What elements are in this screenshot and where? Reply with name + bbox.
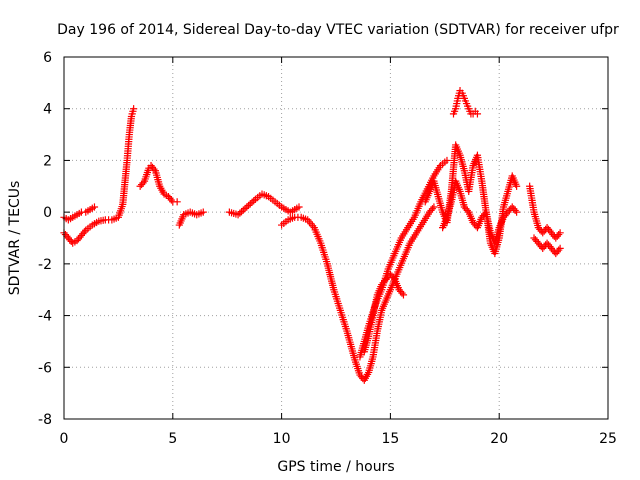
data-point: [295, 203, 303, 211]
series-arc-13: [530, 234, 564, 258]
data-point: [173, 198, 181, 206]
data-point: [199, 208, 207, 216]
y-tick-label: -6: [38, 360, 52, 376]
tick-labels: 0 5 10 15 20 25 -8 -6 -4 -2 0 2 4 6: [38, 50, 617, 447]
data-point: [90, 203, 99, 211]
series-arc-1: [60, 203, 99, 224]
data-points: [60, 87, 564, 384]
x-tick-label: 10: [273, 431, 291, 447]
series-arc-2: [60, 105, 138, 247]
series-arc-12: [526, 182, 564, 242]
x-tick-label: 15: [381, 431, 399, 447]
y-tick-label: 0: [43, 205, 52, 221]
data-point: [556, 244, 564, 252]
x-tick-label: 20: [490, 431, 508, 447]
data-point: [430, 203, 438, 211]
data-point: [443, 156, 451, 165]
data-point: [473, 110, 482, 118]
series-arc-8: [356, 156, 451, 361]
data-point: [399, 291, 408, 299]
data-point: [513, 208, 521, 216]
series-arc-5: [225, 190, 303, 219]
y-tick-label: -8: [38, 412, 52, 428]
series-arc-3: [136, 162, 181, 206]
y-tick-label: 6: [43, 50, 52, 66]
chart-title: Day 196 of 2014, Sidereal Day-to-day VTE…: [57, 22, 619, 38]
x-tick-label: 25: [599, 431, 617, 447]
x-axis-label: GPS time / hours: [277, 459, 394, 475]
data-point: [130, 105, 138, 113]
series-arc-11: [449, 87, 482, 118]
y-tick-label: -4: [38, 309, 52, 325]
y-tick-label: -2: [38, 257, 52, 273]
series-arc-4: [175, 208, 207, 229]
data-point: [556, 229, 564, 237]
data-point: [513, 182, 521, 190]
y-tick-label: 2: [43, 153, 52, 169]
axis-ticks: [63, 56, 609, 420]
x-tick-label: 5: [168, 431, 177, 447]
plot-frame: [63, 56, 609, 420]
y-axis-label: SDTVAR / TECUs: [7, 181, 23, 296]
series-arc-6: [278, 203, 438, 384]
x-tick-label: 0: [60, 431, 69, 447]
y-tick-label: 4: [43, 102, 52, 118]
series-arc-10: [439, 177, 521, 247]
